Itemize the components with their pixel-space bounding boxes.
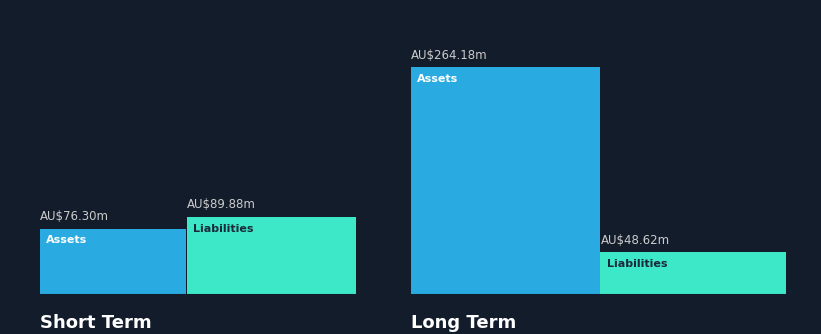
Text: AU$76.30m: AU$76.30m	[40, 210, 109, 223]
FancyBboxPatch shape	[600, 252, 786, 294]
Text: AU$89.88m: AU$89.88m	[186, 198, 255, 211]
Text: Liabilities: Liabilities	[607, 259, 667, 269]
Text: AU$264.18m: AU$264.18m	[410, 49, 487, 62]
Text: Assets: Assets	[417, 74, 458, 84]
Text: Long Term: Long Term	[410, 314, 516, 332]
Text: Assets: Assets	[46, 235, 88, 245]
Text: AU$48.62m: AU$48.62m	[600, 233, 670, 246]
FancyBboxPatch shape	[40, 228, 186, 294]
Text: Liabilities: Liabilities	[193, 224, 254, 234]
FancyBboxPatch shape	[186, 217, 356, 294]
Text: Short Term: Short Term	[40, 314, 152, 332]
FancyBboxPatch shape	[410, 67, 599, 294]
